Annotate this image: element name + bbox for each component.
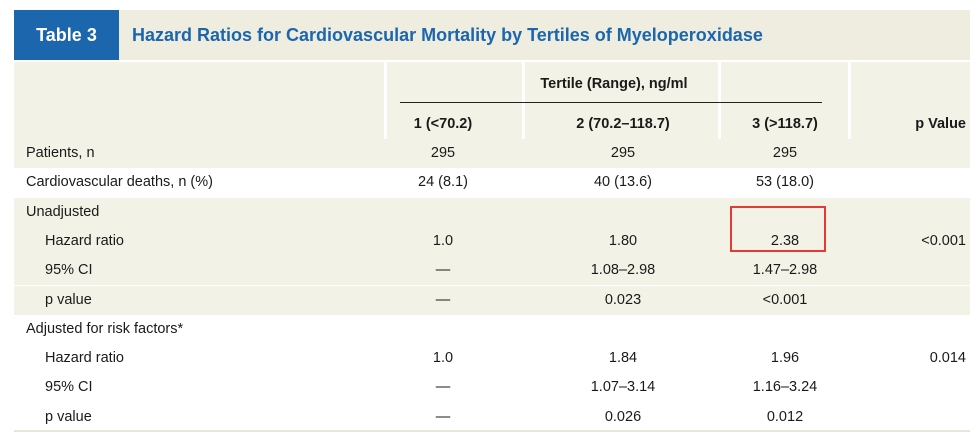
table-row: 95% CI — 1.08–2.98 1.47–2.98	[14, 256, 970, 286]
table-bottom-rule	[14, 430, 970, 432]
table-cell: —	[435, 408, 451, 425]
table-cell: 1.16–3.24	[752, 379, 818, 396]
table-cell: 1.08–2.98	[590, 262, 656, 279]
table-cell	[866, 315, 966, 344]
table-cell: <0.001	[921, 232, 966, 249]
table-cell: 1.47–2.98	[752, 262, 818, 279]
table-cell	[538, 315, 708, 344]
row-label: Cardiovascular deaths, n (%)	[26, 174, 213, 191]
table-row: Hazard ratio 1.0 1.84 1.96 0.014	[14, 344, 970, 373]
row-label: 95% CI	[45, 262, 93, 279]
table-title: Hazard Ratios for Cardiovascular Mortali…	[132, 24, 763, 45]
table-cell: 0.023	[604, 291, 642, 308]
row-label: Unadjusted	[26, 203, 100, 220]
column-header: p Value	[915, 116, 966, 132]
table-cell: 53 (18.0)	[755, 174, 815, 191]
row-label: 95% CI	[45, 379, 93, 396]
group-header: Tertile (Range), ng/ml	[540, 76, 688, 92]
group-underline	[400, 102, 822, 103]
column-header: 2 (70.2–118.7)	[576, 116, 670, 132]
column-header: 3 (>118.7)	[752, 116, 818, 132]
table-tag: Table 3	[14, 10, 119, 60]
highlight-box	[730, 206, 826, 252]
row-label: Adjusted for risk factors*	[26, 320, 184, 337]
table-row: Unadjusted	[14, 197, 970, 227]
table-cell: 2.38	[770, 232, 800, 249]
table-row: p value — 0.026 0.012	[14, 403, 970, 432]
table-cell: —	[435, 262, 451, 279]
row-label: p value	[45, 408, 92, 425]
row-label: Hazard ratio	[45, 232, 124, 249]
table-cell	[866, 403, 966, 432]
table-cell	[538, 198, 708, 227]
table-cell: 1.0	[432, 232, 454, 249]
table-cell	[388, 198, 498, 227]
column-header-row: 1 (<70.2) 2 (70.2–118.7) 3 (>118.7) p Va…	[14, 110, 970, 139]
table-cell	[866, 198, 966, 227]
table-cell: 40 (13.6)	[593, 174, 653, 191]
table-cell: 1.0	[432, 350, 454, 367]
table-cell	[866, 286, 966, 315]
column-header: 1 (<70.2)	[413, 116, 473, 132]
table-cell	[866, 168, 966, 197]
table-cell: 295	[610, 145, 636, 161]
table-cell	[866, 256, 966, 285]
row-label: Patients, n	[26, 145, 95, 161]
table-cell: 24 (8.1)	[418, 174, 468, 191]
row-label: p value	[45, 291, 92, 308]
table-cell: 1.96	[770, 350, 800, 367]
table-cell: 0.014	[929, 350, 966, 367]
table-row: p value — 0.023 <0.001	[14, 285, 970, 315]
table-cell: 1.80	[608, 232, 638, 249]
table-cell: —	[435, 379, 451, 396]
table-cell: 295	[430, 145, 456, 161]
table-cell: 1.84	[608, 350, 638, 367]
table-cell: 0.026	[604, 408, 642, 425]
table-row: Hazard ratio 1.0 1.80 2.38 <0.001	[14, 226, 970, 256]
table-title-bar: Table 3 Hazard Ratios for Cardiovascular…	[14, 10, 970, 60]
table-cell	[866, 139, 966, 168]
table-cell: 1.07–3.14	[590, 379, 656, 396]
row-label: Hazard ratio	[45, 350, 124, 367]
table-cell	[730, 315, 840, 344]
table-cell	[866, 373, 966, 402]
table-row: 95% CI — 1.07–3.14 1.16–3.24	[14, 373, 970, 402]
table-cell	[388, 315, 498, 344]
table-cell: —	[435, 291, 451, 308]
table-row: Adjusted for risk factors*	[14, 315, 970, 344]
table-cell: 295	[772, 145, 798, 161]
table-cell: <0.001	[762, 291, 808, 308]
table-row: Cardiovascular deaths, n (%) 24 (8.1) 40 (…	[14, 168, 970, 197]
table-cell: 0.012	[766, 408, 804, 425]
table-row: Patients, n 295 295 295	[14, 139, 970, 168]
